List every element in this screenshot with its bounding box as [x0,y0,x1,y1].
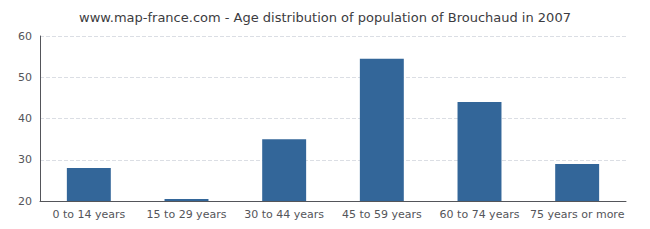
svg-text:75 years or more: 75 years or more [530,208,625,221]
svg-text:www.map-france.com - Age distr: www.map-france.com - Age distribution of… [79,10,571,25]
svg-text:60 to 74 years: 60 to 74 years [440,208,520,221]
svg-text:15 to 29 years: 15 to 29 years [147,208,227,221]
svg-text:40: 40 [18,112,32,125]
svg-text:60: 60 [18,30,32,43]
svg-text:45 to 59 years: 45 to 59 years [342,208,422,221]
svg-text:0 to 14 years: 0 to 14 years [52,208,125,221]
svg-text:30: 30 [18,153,32,166]
svg-text:30 to 44 years: 30 to 44 years [244,208,324,221]
svg-text:50: 50 [18,71,32,84]
svg-text:20: 20 [18,195,32,208]
